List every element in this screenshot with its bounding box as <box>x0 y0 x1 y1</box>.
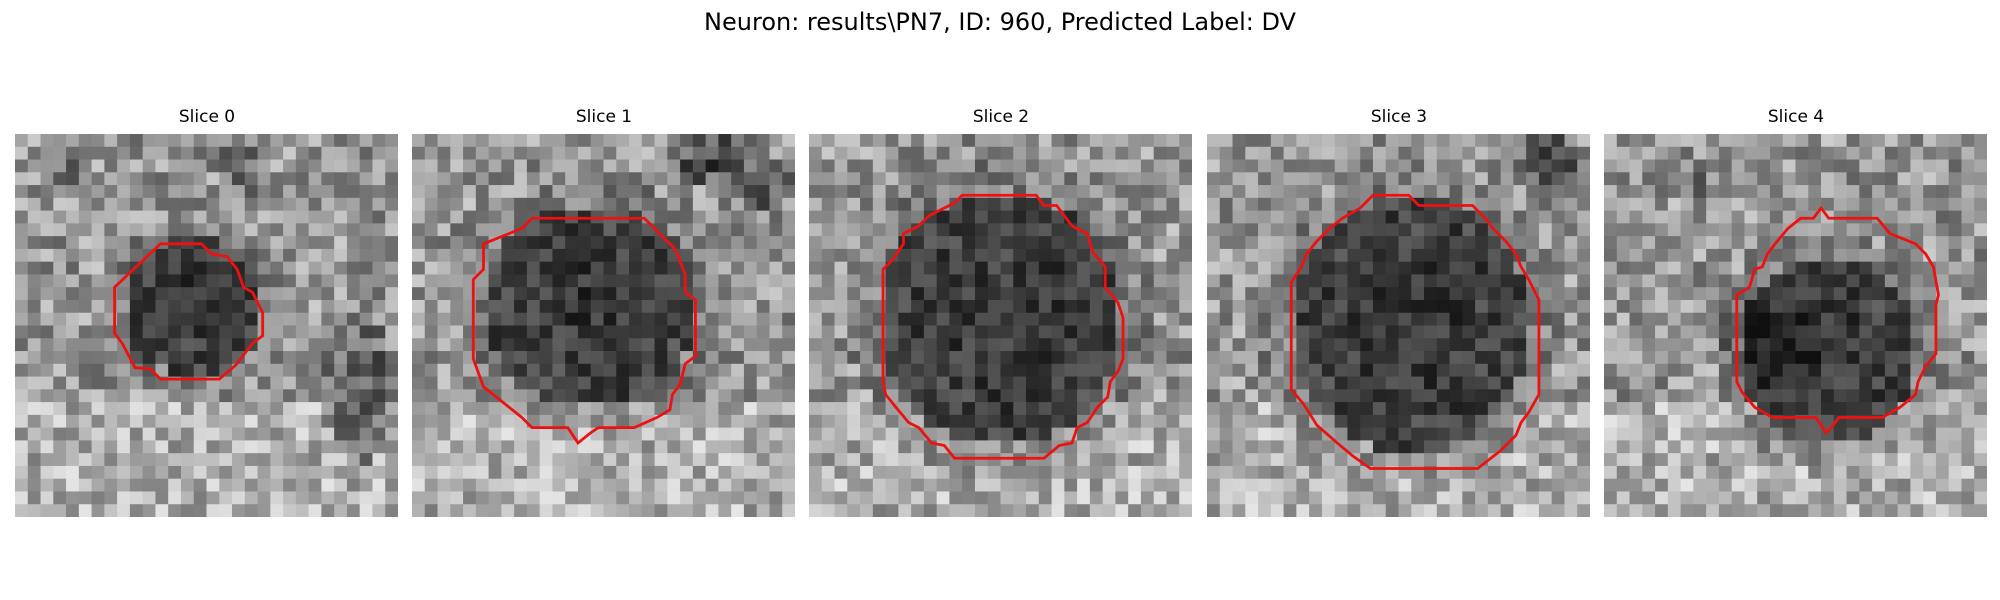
slice-title: Slice 0 <box>178 107 236 127</box>
neuron-contour <box>1735 205 1940 435</box>
slice-title: Slice 3 <box>1370 107 1428 127</box>
slice-image <box>15 134 398 517</box>
slice-image <box>1207 134 1590 517</box>
slice-pixels <box>1604 134 1987 517</box>
neuron-contour <box>1289 193 1541 470</box>
slice-image <box>809 134 1192 517</box>
slice-panel-4: Slice 4 <box>1604 105 1988 517</box>
slice-panel-0: Slice 0 <box>15 105 399 517</box>
slice-panel-3: Slice 3 <box>1207 105 1591 517</box>
slice-panel-2: Slice 2 <box>809 105 1193 517</box>
slice-image <box>1604 134 1987 517</box>
figure-title: Neuron: results\PN7, ID: 960, Predicted … <box>704 8 1296 36</box>
slice-pixels <box>15 134 398 517</box>
neuron-contour <box>881 193 1125 460</box>
slice-pixels <box>809 134 1192 517</box>
slice-image <box>412 134 795 517</box>
slice-title: Slice 1 <box>575 107 633 127</box>
slice-panel-1: Slice 1 <box>412 105 796 517</box>
neuron-contour <box>113 242 265 381</box>
slice-pixels <box>412 134 795 517</box>
slice-title: Slice 4 <box>1767 107 1825 127</box>
slice-pixels <box>1207 134 1590 517</box>
neuron-contour <box>471 216 697 446</box>
slice-title: Slice 2 <box>972 107 1030 127</box>
